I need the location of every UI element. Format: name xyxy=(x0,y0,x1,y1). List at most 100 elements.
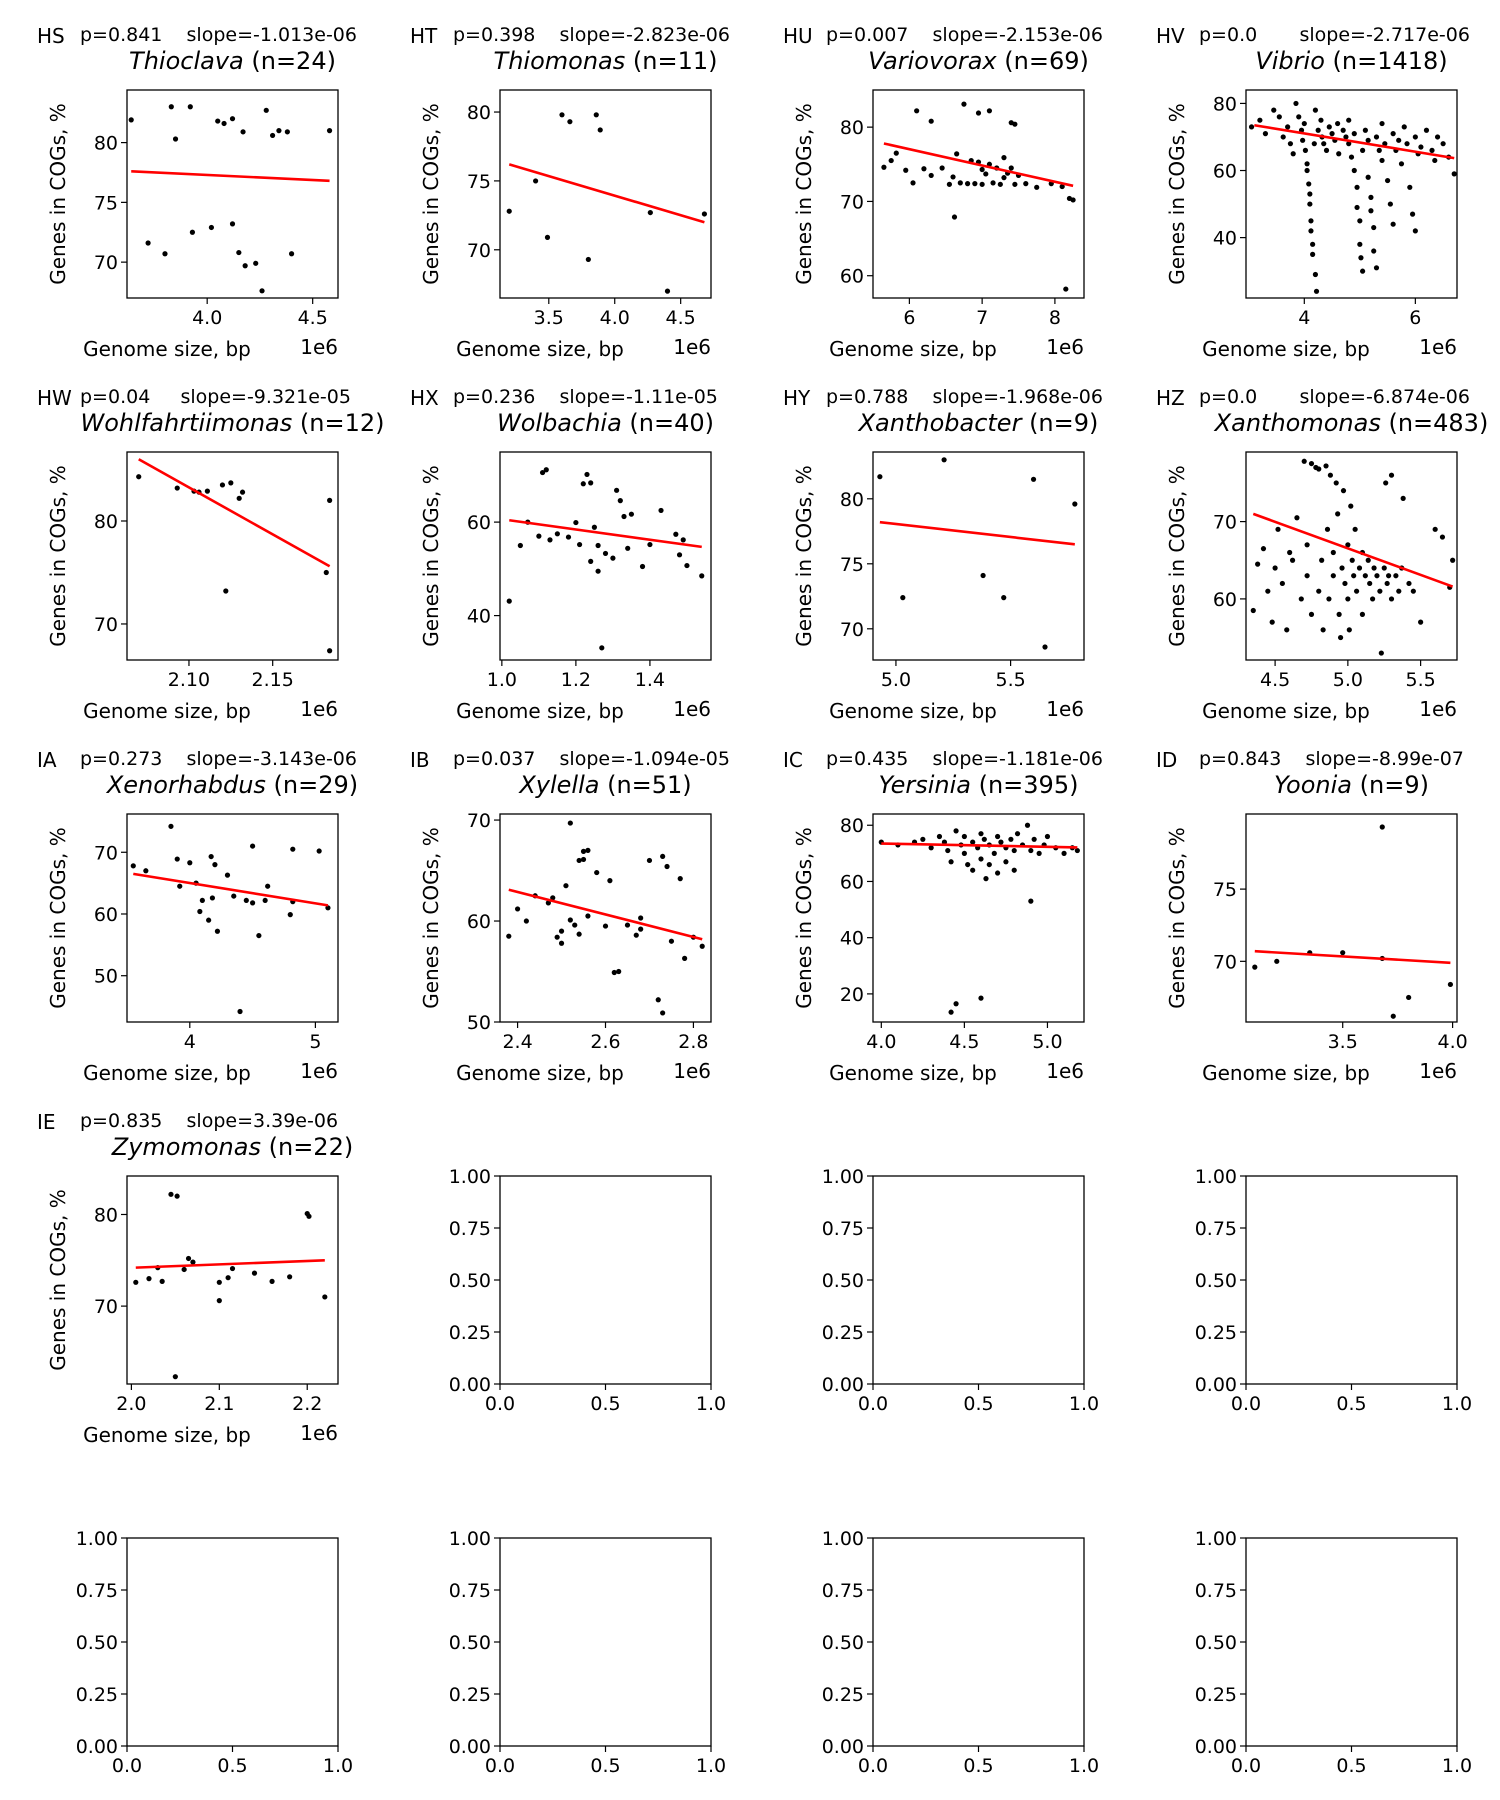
x-tick-label: 3.5 xyxy=(534,307,564,329)
data-point xyxy=(1423,127,1430,133)
data-point xyxy=(893,150,899,156)
y-axis-label: Genes in COGs, % xyxy=(792,827,816,1009)
data-point xyxy=(617,498,623,504)
subplot-13: 0.0 0.5 1.0 0.00 0.25 0.50 0.75 1.00 xyxy=(449,1166,726,1415)
data-point xyxy=(223,588,229,594)
data-point xyxy=(249,843,256,849)
x-offset-label: 1e6 xyxy=(300,335,338,359)
data-point xyxy=(877,474,883,480)
data-point xyxy=(1063,286,1069,292)
data-point xyxy=(1412,228,1418,234)
data-point xyxy=(145,240,151,246)
data-point xyxy=(1410,588,1416,594)
subplot-6: 5.0 5.5 70 75 80 HY p=0.788 slope=-1.968e-06Xa… xyxy=(783,386,1103,723)
data-point xyxy=(1001,155,1007,161)
x-axis-label: Genome size, bp xyxy=(1202,699,1370,723)
data-point xyxy=(1379,824,1385,830)
data-point xyxy=(936,833,943,840)
data-point xyxy=(997,181,1003,187)
data-point xyxy=(168,823,174,829)
data-point xyxy=(130,863,136,869)
data-point xyxy=(646,857,653,864)
panel-title: Thiomonas (n=11) xyxy=(494,47,718,75)
x-offset-label: 1e6 xyxy=(1419,697,1457,721)
data-point xyxy=(1379,157,1385,164)
data-point xyxy=(177,883,183,889)
data-point xyxy=(168,1191,174,1197)
data-point xyxy=(1390,1013,1396,1019)
x-offset-label: 1e6 xyxy=(673,697,711,721)
genus-name: Thioclava xyxy=(129,47,244,75)
y-tick-label: 0.75 xyxy=(449,1580,491,1602)
panel-title: Wohlfahrtiimonas (n=12) xyxy=(81,409,385,437)
data-point xyxy=(580,848,587,854)
data-point xyxy=(514,906,521,912)
data-point xyxy=(625,545,631,551)
data-point xyxy=(172,136,179,142)
y-axis-label: Genes in COGs, % xyxy=(1165,103,1189,285)
y-tick-label: 60 xyxy=(467,512,491,534)
y-tick-label: 0.25 xyxy=(449,1322,491,1344)
y-tick-label: 0.50 xyxy=(1195,1270,1237,1292)
data-point xyxy=(928,845,934,851)
data-point xyxy=(1044,833,1051,840)
data-point xyxy=(972,181,978,187)
data-point xyxy=(1252,964,1258,970)
data-point xyxy=(1323,463,1329,469)
y-tick-label: 0.50 xyxy=(1195,1632,1237,1654)
sample-count: (n=11) xyxy=(625,47,717,75)
data-point xyxy=(251,1270,258,1276)
x-tick-label: 8 xyxy=(1049,307,1061,329)
data-point xyxy=(1373,265,1380,271)
data-point xyxy=(554,934,560,940)
data-point xyxy=(506,208,512,214)
data-point xyxy=(174,1193,180,1199)
data-point xyxy=(567,917,573,923)
stats-line: p=0.835 slope=3.39e-06 xyxy=(80,1110,338,1132)
data-point xyxy=(594,869,600,876)
x-tick-label: 2.8 xyxy=(678,1031,708,1053)
data-point xyxy=(660,853,666,860)
y-tick-label: 0.25 xyxy=(449,1684,491,1706)
data-point xyxy=(185,1255,192,1262)
y-tick-label: 70 xyxy=(467,810,491,832)
data-point xyxy=(588,480,594,486)
panel-title: Variovorax (n=69) xyxy=(868,47,1089,75)
y-tick-label: 70 xyxy=(94,842,118,864)
data-point xyxy=(939,165,945,171)
data-point xyxy=(1316,466,1322,472)
data-point xyxy=(1367,580,1373,587)
y-tick-label: 80 xyxy=(840,815,864,837)
data-point xyxy=(633,932,639,938)
data-point xyxy=(1387,201,1393,207)
x-offset-label: 1e6 xyxy=(673,1059,711,1083)
data-point xyxy=(1312,271,1319,278)
x-tick-label: 4.0 xyxy=(600,307,630,329)
data-point xyxy=(1365,174,1371,180)
data-point xyxy=(595,542,601,549)
data-point xyxy=(187,860,193,866)
data-point xyxy=(624,922,631,928)
data-point xyxy=(236,249,242,256)
regression-line xyxy=(879,520,1075,546)
data-point xyxy=(1351,131,1357,137)
data-point xyxy=(1378,650,1384,656)
panel-title: Yoonia (n=9) xyxy=(1274,771,1429,799)
data-point xyxy=(1298,596,1304,602)
data-point xyxy=(174,856,180,862)
data-point xyxy=(212,862,218,868)
data-point xyxy=(1070,197,1076,203)
x-tick-label: 1.0 xyxy=(1069,1393,1099,1415)
data-point xyxy=(229,116,236,122)
data-point xyxy=(1265,588,1271,594)
data-point xyxy=(214,928,221,934)
data-point xyxy=(1289,557,1296,563)
data-point xyxy=(1336,151,1342,157)
data-point xyxy=(1351,167,1357,174)
data-point xyxy=(1255,561,1261,567)
y-axis-label: Genes in COGs, % xyxy=(46,827,70,1009)
y-tick-label: 0.00 xyxy=(449,1736,491,1758)
x-tick-label: 1.0 xyxy=(323,1755,353,1777)
x-tick-label: 4 xyxy=(1298,307,1310,329)
data-point xyxy=(1388,472,1395,478)
